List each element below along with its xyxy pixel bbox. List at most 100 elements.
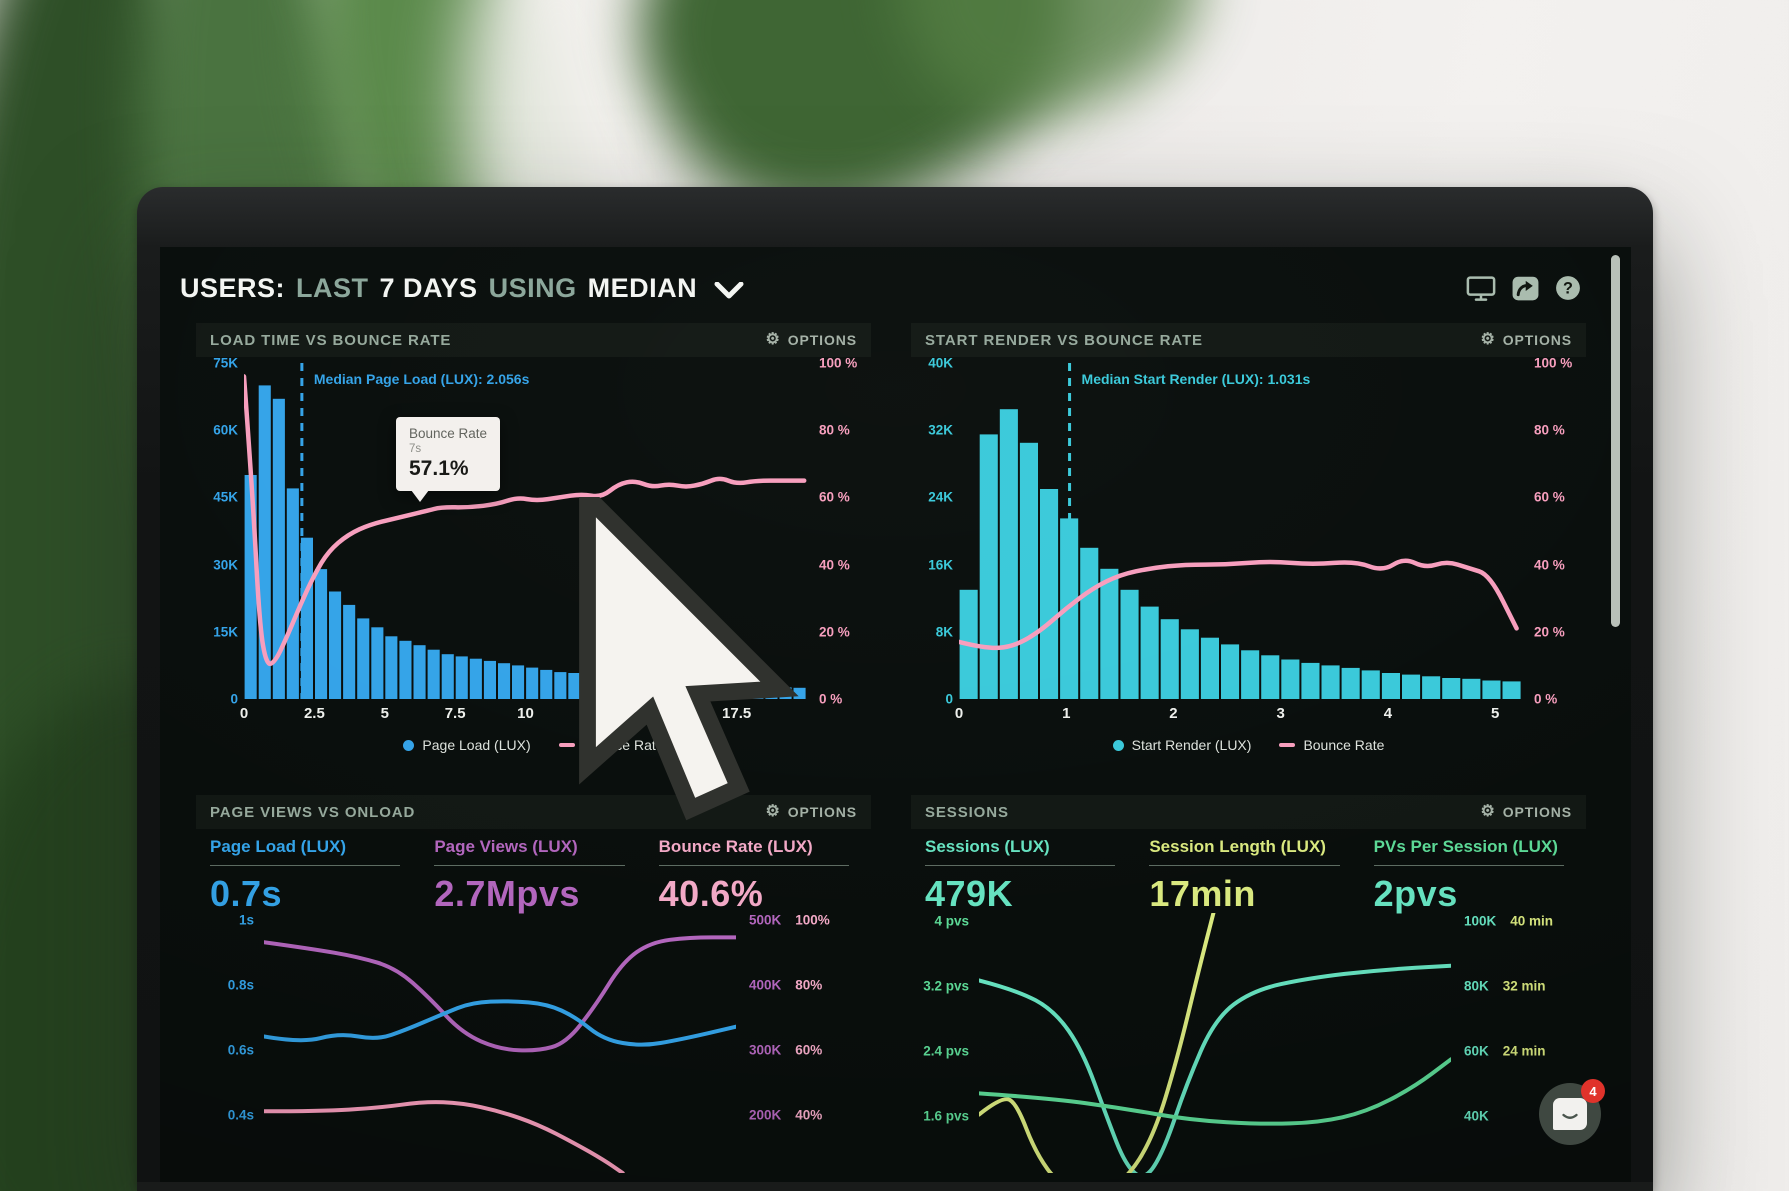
options-label: OPTIONS (787, 332, 857, 348)
axis-tick-row: 200K 40% (749, 1107, 822, 1122)
legend-label: Bounce Rate (1303, 737, 1385, 753)
panel-header: PAGE VIEWS VS ONLOAD ⚙ OPTIONS (196, 795, 871, 829)
panel-title: PAGE VIEWS VS ONLOAD (210, 803, 416, 821)
axis-tick: 80 % (1534, 422, 1565, 438)
metric-value: 0.7s (210, 872, 283, 914)
axis-tick-row: 80K 32 min (1464, 979, 1546, 994)
metric-label: Bounce Rate (LUX) (658, 837, 813, 856)
axis-tick: 200K (749, 1107, 782, 1123)
y-axis-left: 75K 60K 45K 30K 15K 0 (196, 356, 238, 707)
axis-tick: 60 % (1534, 489, 1565, 505)
axis-tick: 17.5 (722, 705, 752, 722)
axis-tick: 16K (928, 557, 953, 573)
axis-tick: 0 (230, 691, 238, 707)
page-views-chart-svg (264, 935, 736, 1174)
start-render-chart[interactable]: 40K 32K 24K 16K 8K 0 Median Start Render (LUX… (911, 356, 1586, 757)
y-axis-right: 500K 100% 400K 80% 300K 60% 200K 40% (743, 912, 871, 1173)
gear-icon: ⚙ (765, 803, 781, 820)
axis-tick-row: 300K 60% (749, 1042, 822, 1057)
plot-area[interactable] (979, 913, 1451, 1174)
display-icon[interactable] (1466, 275, 1496, 302)
axis-tick: 20 % (819, 624, 850, 640)
sessions-chart-svg (979, 913, 1451, 1174)
axis-tick: 60 % (819, 489, 850, 505)
chat-bubble-icon (1553, 1098, 1587, 1130)
axis-tick: 60K (213, 422, 238, 438)
axis-tick: 100 % (1534, 355, 1573, 371)
panel-sessions: SESSIONS ⚙ OPTIONS Sessions (LUX) 479K S… (911, 795, 1586, 1191)
axis-tick: 2.5 (303, 705, 325, 722)
notification-badge: 4 (1581, 1079, 1605, 1103)
axis-tick: 40 min (1510, 913, 1554, 929)
axis-tick: 8K (935, 624, 953, 640)
axis-tick: 24K (928, 489, 953, 505)
title-median: MEDIAN (587, 272, 698, 303)
axis-tick-row: 100K 40 min (1464, 914, 1553, 929)
axis-tick: 100K (1464, 913, 1497, 929)
options-button[interactable]: ⚙ OPTIONS (1480, 332, 1572, 349)
axis-tick: 40K (1464, 1108, 1489, 1124)
page-load-swatch (403, 739, 415, 751)
metric-row: Sessions (LUX) 479K Session Length (LUX)… (911, 829, 1586, 913)
axis-tick: 5 (380, 705, 389, 722)
scrollbar[interactable] (1611, 255, 1620, 627)
help-icon[interactable]: ? (1555, 275, 1581, 301)
metric-divider (434, 864, 625, 866)
metric-label: Sessions (LUX) (925, 837, 1050, 856)
page-views-chart[interactable]: 1s 0.8s 0.6s 0.4s 500K 100% 400K 80% 300K 60% 200… (196, 912, 871, 1191)
metric-divider (210, 864, 401, 866)
options-label: OPTIONS (787, 804, 857, 820)
title-days: 7 DAYS (379, 272, 478, 303)
axis-tick: 100 % (819, 355, 858, 371)
bounce-rate-swatch (1279, 743, 1296, 747)
chat-widget-button[interactable]: 4 (1539, 1079, 1605, 1145)
metric-value: 40.6% (658, 872, 764, 914)
panel-title: SESSIONS (925, 803, 1009, 821)
title-users: USERS: (180, 272, 286, 303)
metric-value: 479K (925, 872, 1014, 914)
axis-tick: 0 (954, 705, 964, 722)
metric-value: 2.7Mpvs (434, 872, 580, 914)
svg-text:?: ? (1563, 280, 1573, 298)
metric-page-load: Page Load (LUX) 0.7s (210, 837, 408, 913)
metric-label: Page Load (LUX) (210, 837, 347, 856)
panel-title: START RENDER VS BOUNCE RATE (925, 331, 1203, 349)
plot-area[interactable]: Median Start Render (LUX): 1.031s (959, 363, 1522, 699)
options-button[interactable]: ⚙ OPTIONS (765, 331, 857, 349)
axis-tick-row: 400K 80% (749, 977, 822, 992)
panel-title: LOAD TIME VS BOUNCE RATE (210, 331, 452, 349)
y-axis-left: 1s 0.8s 0.6s 0.4s (196, 912, 256, 1173)
chevron-down-icon[interactable] (714, 275, 744, 306)
plot-area[interactable] (264, 913, 736, 1174)
axis-tick: 10 (517, 705, 534, 722)
axis-tick: 60K (1464, 1043, 1489, 1059)
plot-area[interactable]: Median Page Load (LUX): 2.056s Bounce Ra… (244, 363, 807, 820)
y-axis-right: 100 % 80 % 60 % 40 % 20 % 0 % (1528, 356, 1586, 707)
axis-tick: 80K (1464, 978, 1489, 994)
load-time-chart[interactable]: 75K 60K 45K 30K 15K 0 Median Page Load (LUX):… (196, 355, 871, 820)
metric-value: 17min (1149, 872, 1256, 914)
axis-tick: 4 pvs (934, 913, 969, 929)
axis-tick: 15K (213, 624, 238, 640)
axis-tick: 2 (1169, 705, 1178, 722)
metric-label: PVs Per Session (LUX) (1373, 837, 1558, 856)
options-button[interactable]: ⚙ OPTIONS (765, 803, 857, 821)
title-using: USING (488, 272, 577, 303)
options-button[interactable]: ⚙ OPTIONS (1480, 803, 1572, 821)
share-icon[interactable] (1512, 276, 1539, 301)
sessions-chart[interactable]: 4 pvs 3.2 pvs 2.4 pvs 1.6 pvs 100K 40 min 80K… (911, 913, 1586, 1191)
tooltip-series-label: Bounce Rate (409, 425, 488, 441)
metric-label: Page Views (LUX) (434, 837, 578, 856)
dashboard-grid: LOAD TIME VS BOUNCE RATE ⚙ OPTIONS 75K 60… (160, 319, 1631, 1191)
axis-tick: 300K (749, 1042, 782, 1058)
axis-tick: 1.6 pvs (923, 1108, 969, 1124)
metric-pvs-per-session: PVs Per Session (LUX) 2pvs (1373, 837, 1572, 913)
axis-tick: 3.2 pvs (923, 978, 969, 994)
metric-divider (1149, 864, 1340, 866)
axis-tick-row: 60K 24 min (1464, 1044, 1546, 1059)
axis-tick: 1 (1062, 705, 1071, 722)
gear-icon: ⚙ (765, 331, 781, 348)
gear-icon: ⚙ (1480, 803, 1496, 820)
y-axis-left: 40K 32K 24K 16K 8K 0 (911, 356, 953, 707)
